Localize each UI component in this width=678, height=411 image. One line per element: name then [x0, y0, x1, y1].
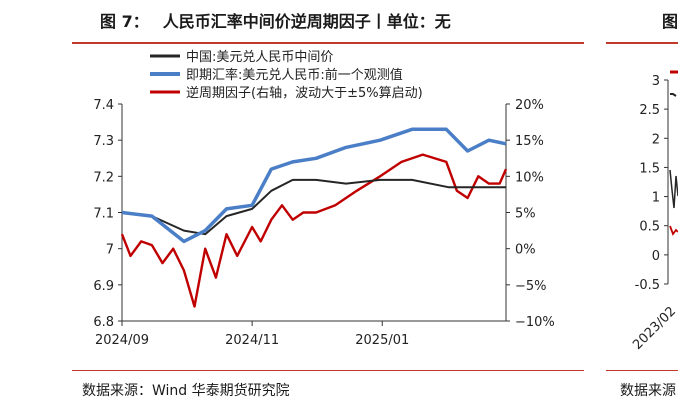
x-tick-label: 2025/01	[355, 333, 409, 348]
source-note: 数据来源：Wind 华泰期货研究院	[82, 383, 290, 399]
side-source-rule	[606, 370, 678, 371]
y2-tick-label: 0%	[515, 243, 536, 258]
side-x-tick-label: 2023/02	[630, 304, 678, 353]
side-tick-label: 2	[652, 132, 660, 147]
y2-tick-label: 15%	[515, 134, 544, 149]
side-tick-label: 2.5	[639, 103, 660, 118]
side-tick-label: 1.5	[639, 161, 660, 176]
side-series-black-2	[669, 169, 678, 209]
x-tick-label: 2024/11	[225, 333, 279, 348]
side-title-rule	[606, 42, 678, 44]
x-tick-label: 2024/09	[95, 333, 149, 348]
y-tick-label: 7	[106, 243, 114, 258]
side-tick-label: -0.5	[635, 278, 660, 293]
y-tick-label: 7.4	[93, 98, 114, 113]
y-tick-label: 6.9	[93, 279, 114, 294]
y-tick-label: 7.1	[93, 207, 114, 222]
figure-title: 图 7： 人民币汇率中间价逆周期因子丨单位：无	[100, 8, 451, 32]
figure-number: 图 7：	[100, 12, 149, 31]
series-line-2	[120, 153, 508, 308]
chart-axes: 7.4 7.3 7.2 7.1 7 6.9 6.8 20% 15% 10% 5% 0% −5% −10% 2…	[93, 98, 554, 348]
figure-title-text: 人民币汇率中间价逆周期因子丨单位：无	[162, 12, 451, 31]
y2-tick-label: 10%	[515, 170, 544, 185]
y2-tick-label: 20%	[515, 98, 544, 113]
legend-label-2: 逆周期因子(右轴，波动大于±5%算启动)	[186, 85, 423, 101]
y-tick-label: 7.2	[93, 170, 114, 185]
legend-label-1: 即期汇率:美元兑人民币:前一个观测值	[186, 67, 403, 83]
source-rule	[72, 370, 584, 371]
side-panel-title: 图	[662, 12, 678, 31]
series-line-0	[121, 178, 506, 236]
side-tick-label: 1	[652, 191, 660, 206]
legend-label-0: 中国:美元兑人民币中间价	[186, 50, 333, 65]
y-tick-label: 7.3	[93, 134, 114, 149]
side-source-note: 数据来源	[620, 383, 676, 399]
y-tick-label: 6.8	[93, 315, 114, 330]
side-series-black	[670, 93, 677, 97]
title-rule	[72, 42, 584, 44]
side-tick-label: 0	[652, 249, 660, 264]
y2-tick-label: −10%	[515, 315, 555, 330]
chart-legend: 中国:美元兑人民币中间价即期汇率:美元兑人民币:前一个观测值逆周期因子(右轴，波…	[150, 50, 423, 101]
y2-tick-label: 5%	[515, 207, 536, 222]
side-series-red	[669, 225, 678, 236]
side-tick-label: 3	[652, 74, 660, 89]
side-tick-label: 0.5	[639, 220, 660, 235]
series-line-1	[121, 127, 507, 244]
y2-tick-label: −5%	[515, 279, 547, 294]
side-panel: 3 2.5 2 1.5 1 0.5 0 -0.5 2023/02	[630, 70, 678, 353]
chart-lines	[120, 127, 508, 308]
